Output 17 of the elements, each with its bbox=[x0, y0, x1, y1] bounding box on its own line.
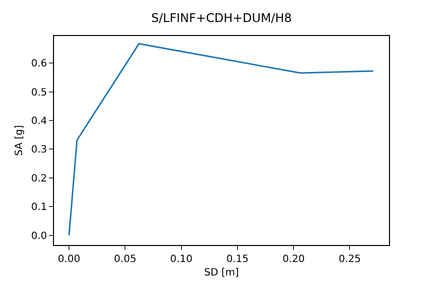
chart-title: S/LFINF+CDH+DUM/H8 bbox=[151, 11, 292, 26]
y-axis-title: SA [g] bbox=[14, 125, 26, 156]
y-tick-label: 0.0 bbox=[31, 230, 47, 242]
x-tick-label: 0.10 bbox=[170, 254, 192, 265]
y-tick-label: 0.5 bbox=[31, 87, 47, 98]
y-tick-label: 0.2 bbox=[31, 173, 47, 184]
x-tick-label: 0.25 bbox=[338, 254, 361, 265]
x-tick-label: 0.20 bbox=[282, 254, 305, 265]
y-tick-label: 0.1 bbox=[31, 202, 47, 214]
x-axis-title: SD [m] bbox=[204, 268, 239, 278]
x-tick-label: 0.05 bbox=[114, 254, 136, 265]
y-tick-label: 0.3 bbox=[31, 144, 47, 156]
x-tick-label: 0.15 bbox=[226, 254, 249, 265]
y-tick-label: 0.4 bbox=[31, 116, 47, 128]
y-tick-label: 0.6 bbox=[31, 58, 47, 70]
x-tick-label: 0.00 bbox=[58, 254, 80, 265]
line-series bbox=[68, 42, 374, 236]
